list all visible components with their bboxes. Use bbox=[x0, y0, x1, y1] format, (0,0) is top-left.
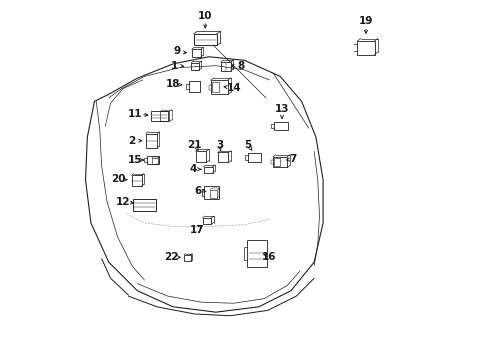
Text: 1: 1 bbox=[171, 61, 178, 71]
Text: 22: 22 bbox=[163, 252, 178, 262]
Text: 8: 8 bbox=[237, 61, 244, 71]
Text: 18: 18 bbox=[165, 79, 180, 89]
Text: 2: 2 bbox=[128, 136, 135, 146]
Text: 12: 12 bbox=[116, 197, 130, 207]
Text: 10: 10 bbox=[198, 11, 212, 21]
Text: 11: 11 bbox=[128, 109, 142, 119]
Text: 15: 15 bbox=[127, 155, 142, 165]
Text: 16: 16 bbox=[261, 252, 276, 262]
Text: 4: 4 bbox=[189, 164, 196, 174]
Text: 19: 19 bbox=[358, 16, 372, 26]
Text: 14: 14 bbox=[226, 83, 241, 93]
Text: 6: 6 bbox=[194, 186, 201, 196]
Text: 7: 7 bbox=[288, 154, 296, 164]
Text: 21: 21 bbox=[187, 140, 202, 150]
Text: 13: 13 bbox=[274, 104, 289, 114]
Text: 3: 3 bbox=[215, 140, 223, 150]
Text: 5: 5 bbox=[244, 140, 251, 150]
Text: 9: 9 bbox=[173, 46, 180, 57]
Text: 17: 17 bbox=[190, 225, 204, 235]
Text: 20: 20 bbox=[111, 174, 126, 184]
